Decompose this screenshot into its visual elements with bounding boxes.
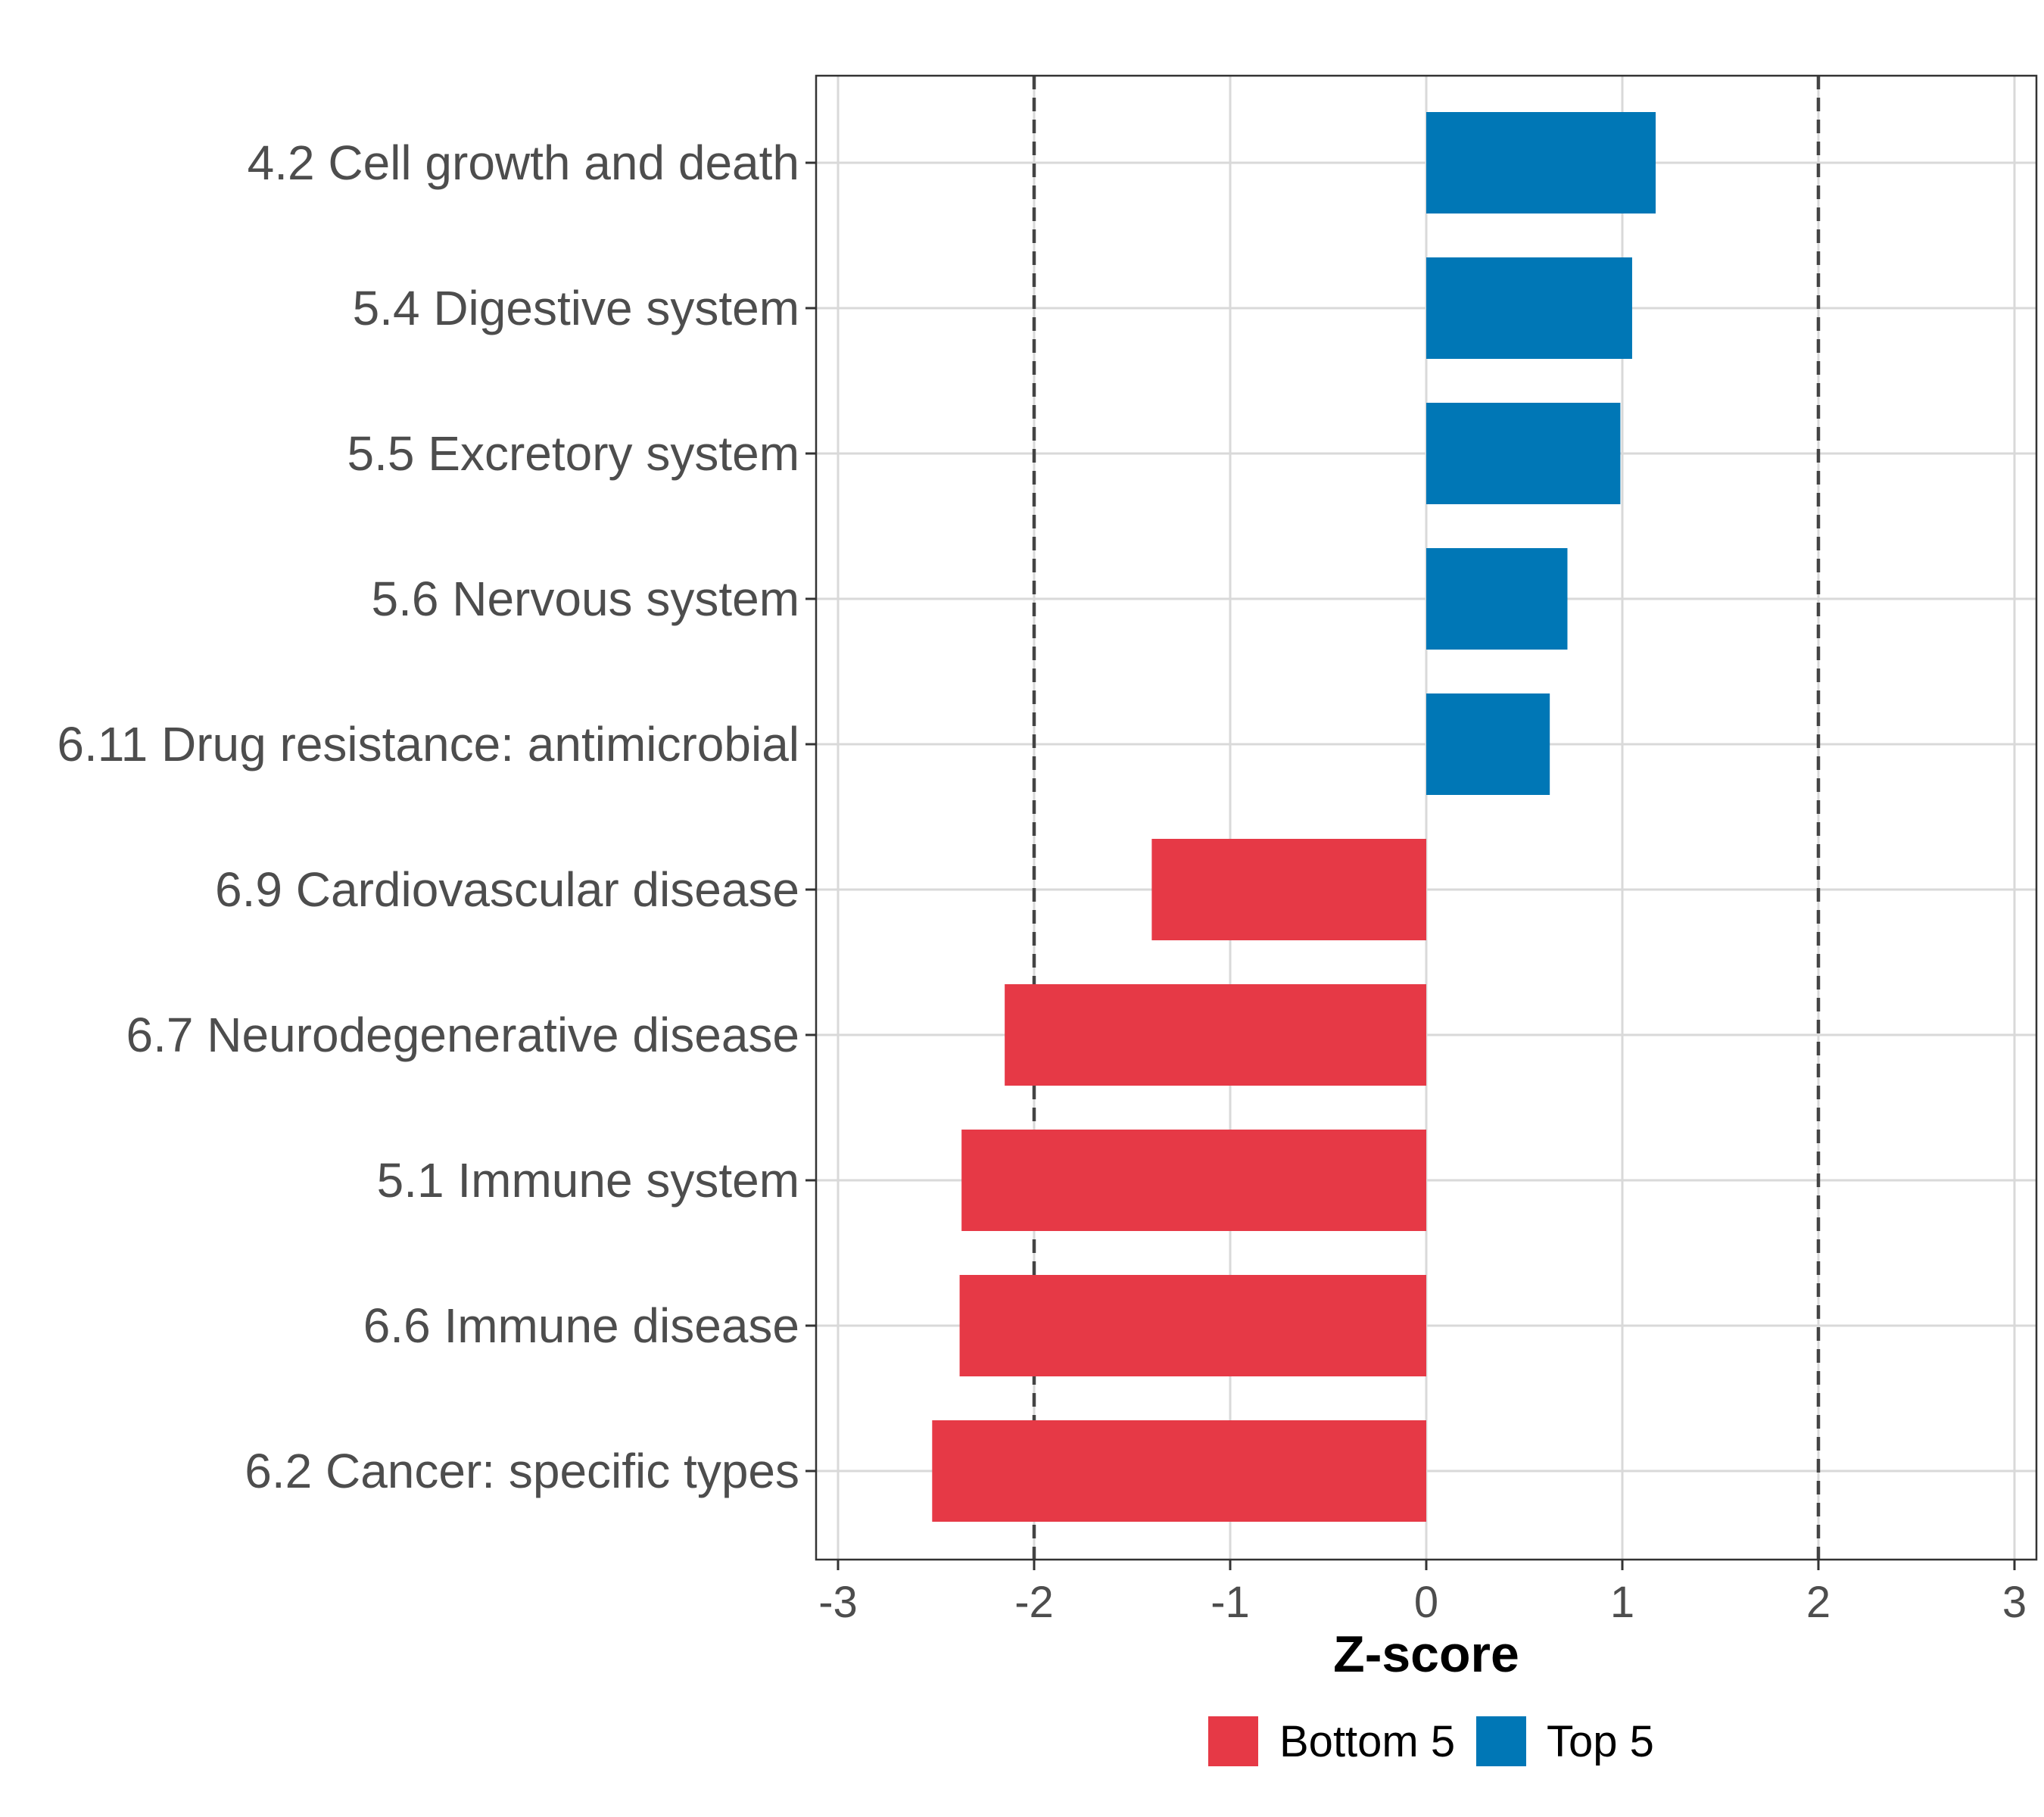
legend-swatch-top	[1476, 1716, 1526, 1766]
x-axis: -3 -2 -1 0 1 2 3	[818, 1560, 2027, 1627]
legend-label-top: Top 5	[1547, 1717, 1654, 1766]
bar-6	[1151, 839, 1426, 940]
y-tick-label: 6.11 Drug resistance: antimicrobial	[57, 717, 799, 771]
legend-swatch-bottom	[1208, 1716, 1258, 1766]
x-tick-label: -2	[1014, 1578, 1054, 1627]
x-tick-label: 0	[1414, 1578, 1438, 1627]
bar-3	[1426, 403, 1621, 504]
bar-7	[1005, 984, 1426, 1086]
y-tick-label: 5.4 Digestive system	[353, 281, 799, 335]
y-tick-label: 4.2 Cell growth and death	[248, 136, 799, 190]
x-tick-label: 2	[1806, 1578, 1831, 1627]
bar-9	[959, 1275, 1426, 1376]
x-tick-label: -1	[1211, 1578, 1250, 1627]
x-tick-label: 3	[2002, 1578, 2027, 1627]
y-tick-label: 5.6 Nervous system	[371, 572, 799, 626]
bar-1	[1426, 112, 1656, 213]
y-tick-label: 6.6 Immune disease	[363, 1298, 799, 1353]
x-tick-label: 1	[1610, 1578, 1634, 1627]
x-tick-label: -3	[818, 1578, 858, 1627]
legend-label-bottom: Bottom 5	[1279, 1717, 1455, 1766]
bar-8	[961, 1130, 1426, 1231]
bar-5	[1426, 693, 1550, 795]
bar-10	[932, 1420, 1426, 1522]
y-tick-label: 5.5 Excretory system	[347, 426, 800, 481]
bar-2	[1426, 257, 1632, 359]
y-tick-label: 6.7 Neurodegenerative disease	[126, 1008, 800, 1062]
y-axis: 4.2 Cell growth and death 5.4 Digestive s…	[57, 136, 816, 1498]
y-tick-label: 6.2 Cancer: specific types	[245, 1444, 799, 1498]
bars	[932, 112, 1656, 1522]
legend: Bottom 5 Top 5	[1208, 1716, 1654, 1766]
y-tick-label: 5.1 Immune system	[377, 1153, 799, 1208]
bar-4	[1426, 548, 1568, 650]
x-axis-title: Z-score	[1333, 1625, 1519, 1683]
y-tick-label: 6.9 Cardiovascular disease	[215, 862, 799, 917]
